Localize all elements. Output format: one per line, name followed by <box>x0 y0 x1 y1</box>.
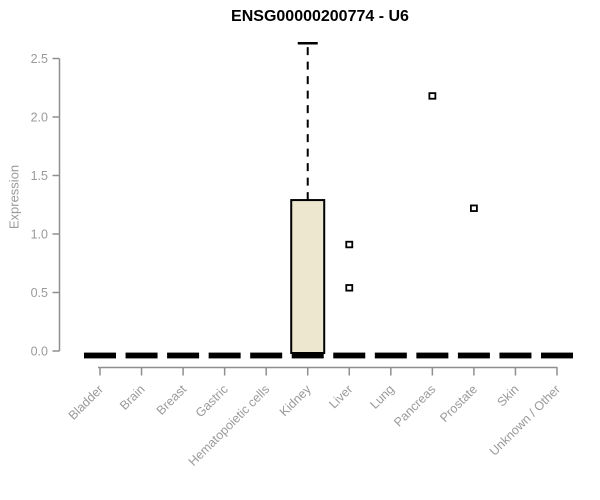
category-label: Lung <box>367 382 397 412</box>
category-label: Liver <box>326 382 355 411</box>
category-label: Brain <box>117 382 148 413</box>
collapsed-box <box>499 352 532 359</box>
collapsed-box <box>457 352 490 359</box>
outlier-point <box>428 92 437 100</box>
category-label: Gastric <box>193 382 231 420</box>
collapsed-box <box>208 352 241 359</box>
collapsed-box <box>84 352 116 359</box>
y-tick-label: 0.5 <box>31 286 48 300</box>
chart-title: ENSG00000200774 - U6 <box>231 8 409 25</box>
category-label: Bladder <box>66 382 106 422</box>
category-label: Kidney <box>277 382 314 419</box>
collapsed-box <box>333 352 366 359</box>
y-tick-label: 0.0 <box>31 345 48 359</box>
outlier-point <box>345 240 354 249</box>
outlier-point <box>470 204 478 212</box>
category-label: Prostate <box>437 382 480 425</box>
collapsed-box <box>416 352 449 359</box>
category-label: Unknown / Other <box>487 382 563 458</box>
category-label: Breast <box>154 382 190 418</box>
collapsed-box <box>167 352 200 359</box>
y-tick-label: 2.0 <box>31 111 48 125</box>
category-label: Hematopoietic cells <box>186 382 273 469</box>
collapsed-box <box>540 352 573 359</box>
collapsed-box <box>374 352 407 359</box>
collapsed-box <box>125 352 158 359</box>
y-tick-label: 1.0 <box>31 228 48 242</box>
box <box>290 199 326 354</box>
collapsed-box <box>250 352 283 359</box>
y-tick-label: 2.5 <box>31 52 48 66</box>
y-tick-label: 1.5 <box>31 169 48 183</box>
outlier-point <box>345 284 354 292</box>
median-bar <box>291 352 324 359</box>
category-label: Pancreas <box>391 382 438 429</box>
category-label: Skin <box>494 382 521 409</box>
